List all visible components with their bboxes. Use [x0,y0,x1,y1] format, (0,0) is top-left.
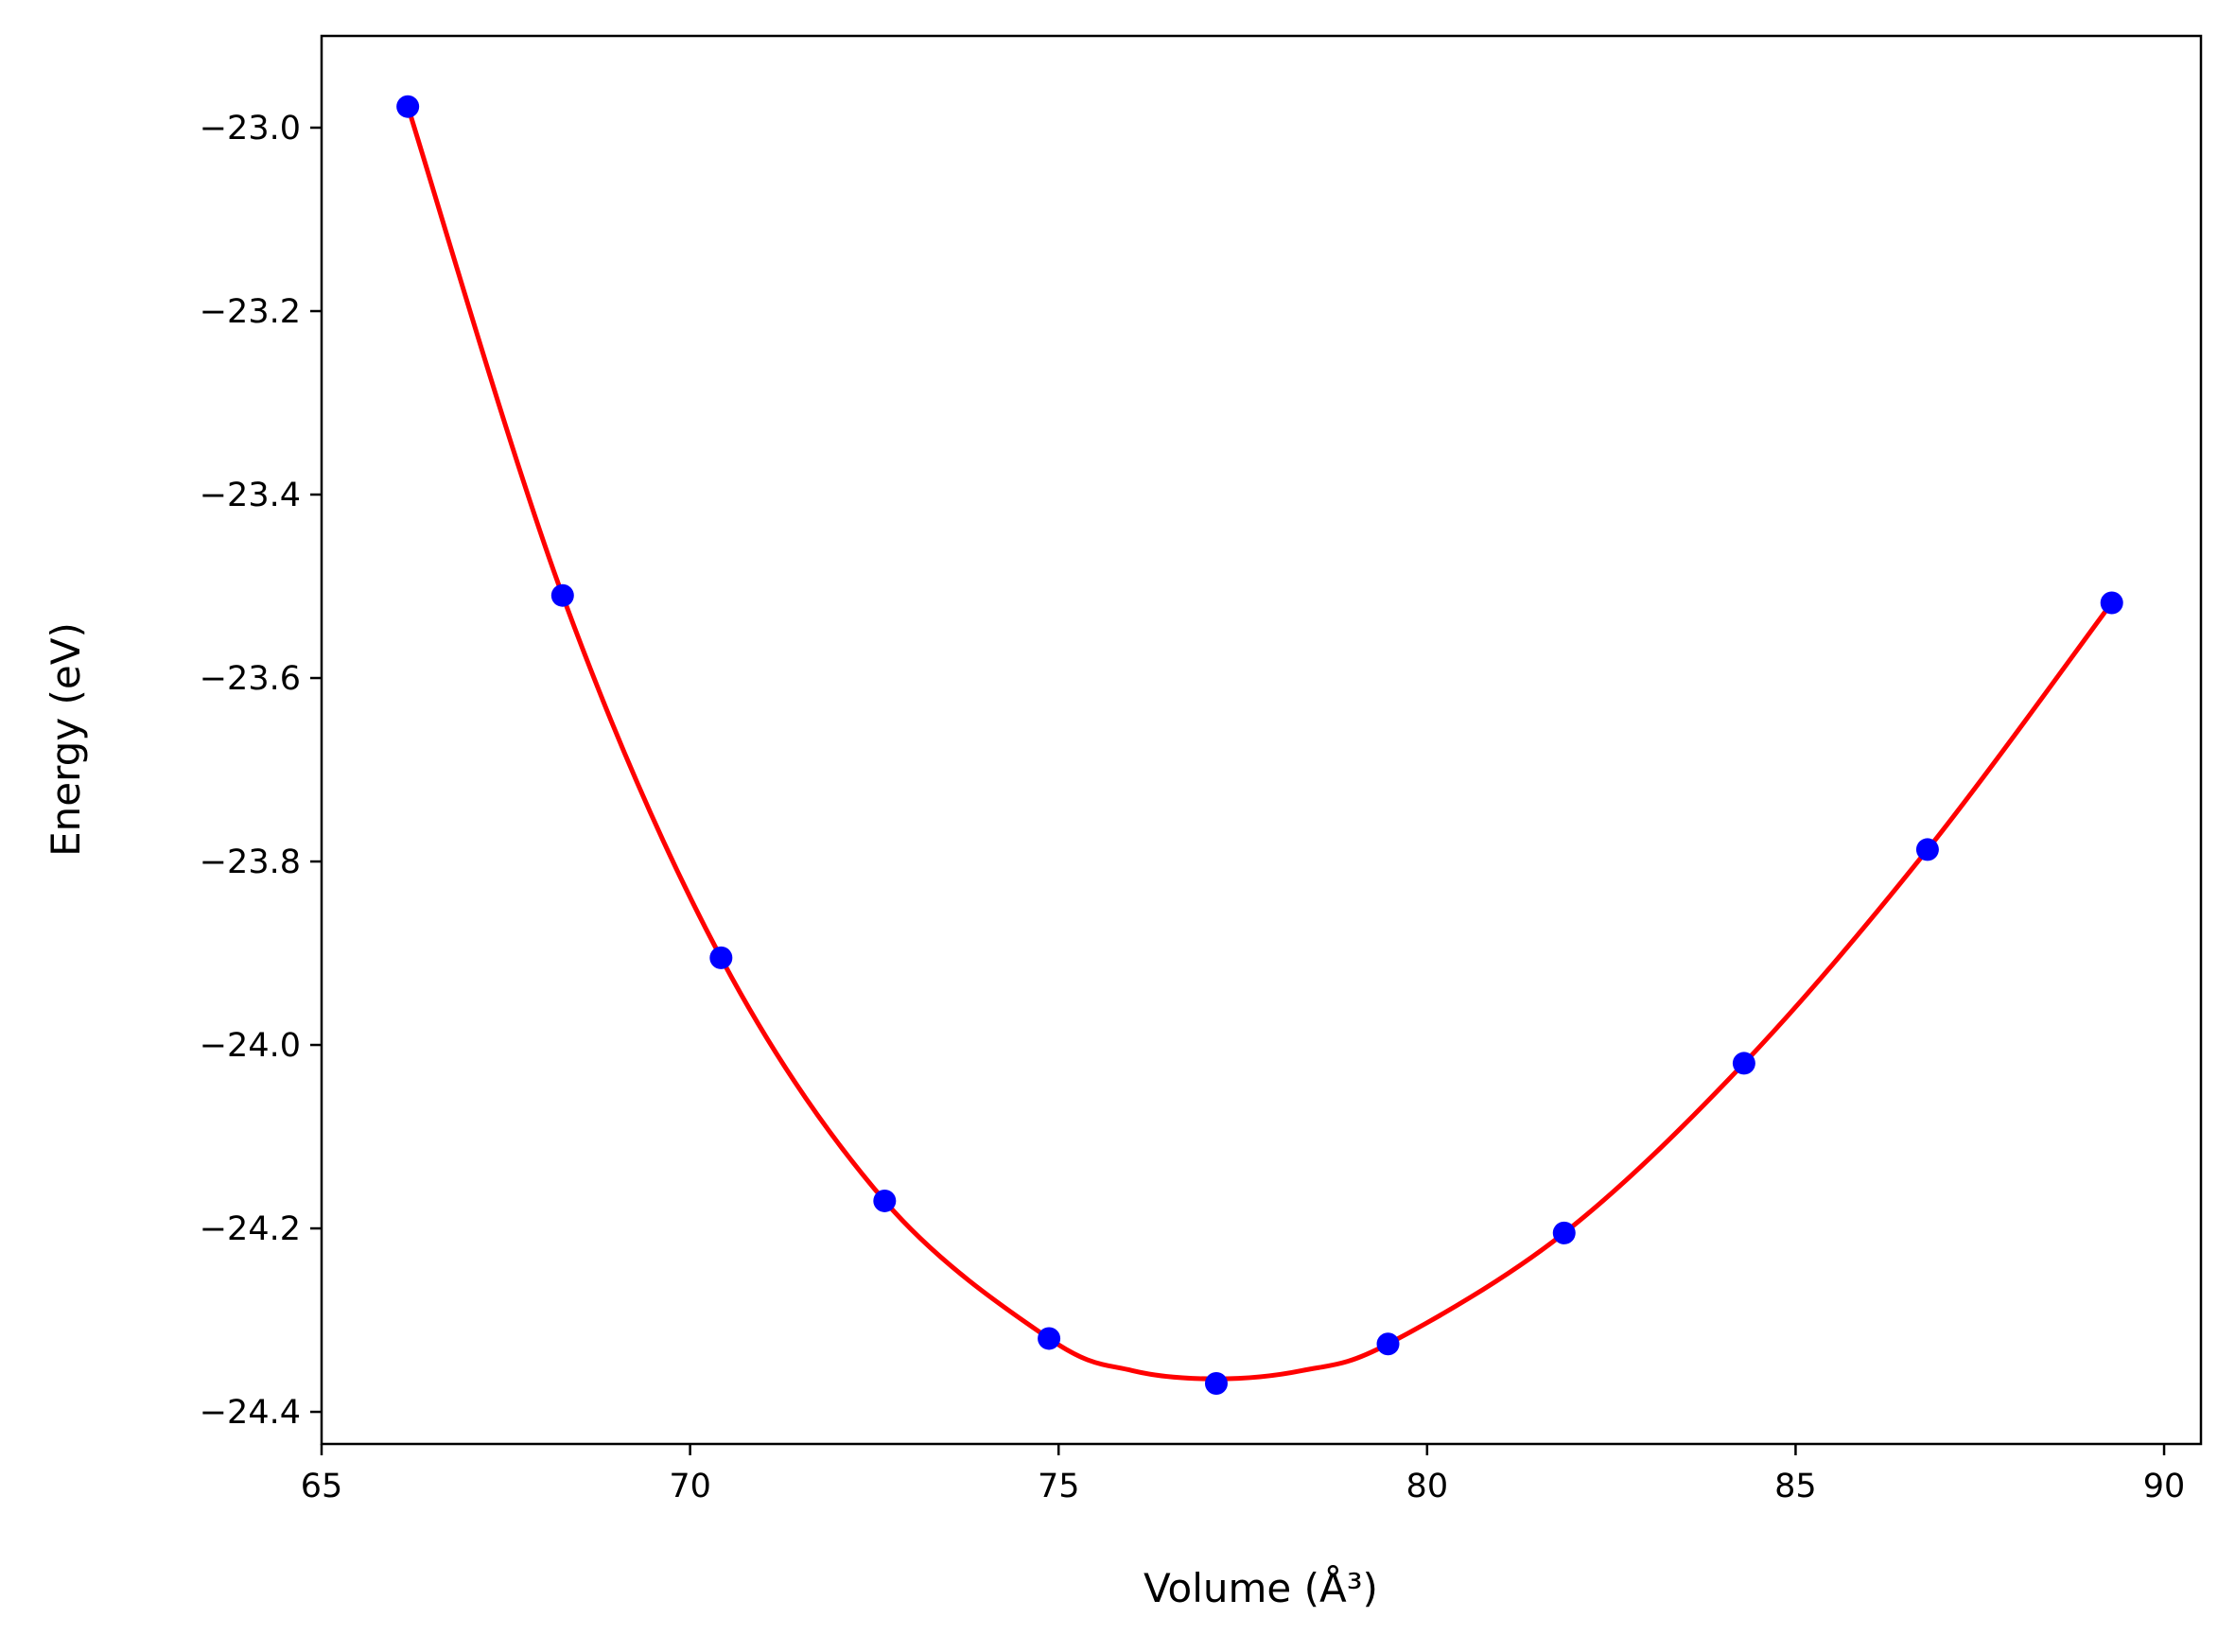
fit-curve-line [405,105,2114,1382]
data-point [1376,1332,1400,1356]
y-tick-label: −23.6 [200,660,301,698]
data-point [1732,1052,1755,1075]
data-point [2100,591,2123,615]
data-point [1915,838,1939,861]
y-tick-label: −23.2 [200,293,301,331]
x-axis-ticks: 65 70 75 80 85 90 [301,1444,2186,1505]
y-tick-label: −24.4 [200,1394,301,1432]
x-tick-label: 70 [669,1468,711,1505]
data-point [1552,1221,1576,1244]
plot-background [322,36,2201,1444]
y-tick-label: −23.0 [200,110,301,148]
x-axis-label: Volume (Å³) [1144,1564,1378,1611]
x-tick-label: 90 [2143,1468,2186,1505]
x-tick-label: 80 [1406,1468,1449,1505]
x-tick-label: 85 [1774,1468,1817,1505]
y-tick-label: −23.8 [200,843,301,881]
y-tick-label: −23.4 [200,477,301,514]
data-point [550,583,574,607]
y-axis-label: Energy (eV) [43,622,89,857]
data-marks [396,95,2123,1395]
y-tick-label: −24.2 [200,1210,301,1248]
y-tick-label: −24.0 [200,1027,301,1065]
data-point [396,95,420,118]
x-tick-label: 75 [1038,1468,1080,1505]
x-tick-label: 65 [301,1468,343,1505]
y-axis-ticks: −23.0 −23.2 −23.4 −23.6 −23.8 −24.0 −24.2 −24.4 [200,110,322,1432]
data-point [709,946,733,969]
data-point [1038,1327,1061,1350]
data-point [1204,1371,1228,1395]
plot-frame [320,34,2203,1446]
data-point [873,1189,897,1212]
